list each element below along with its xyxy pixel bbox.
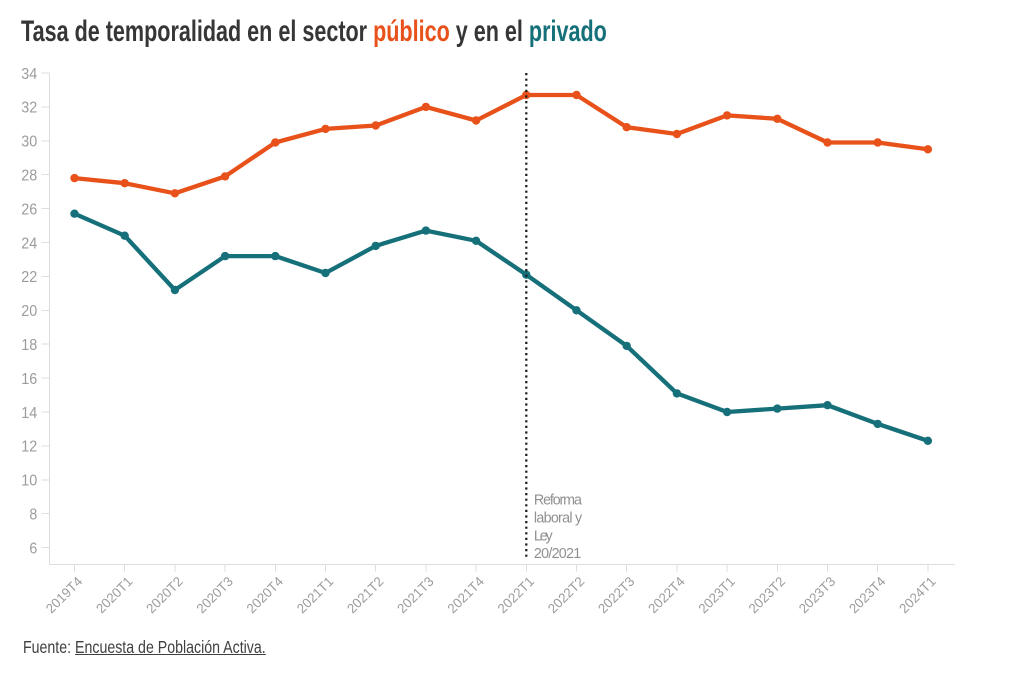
svg-text:2020T1: 2020T1	[93, 574, 135, 616]
svg-text:20/2021: 20/2021	[534, 546, 581, 562]
svg-text:30: 30	[21, 134, 37, 151]
svg-text:20: 20	[21, 303, 37, 320]
svg-text:18: 18	[21, 337, 37, 354]
svg-text:2022T4: 2022T4	[645, 573, 688, 616]
svg-text:24: 24	[21, 235, 37, 252]
svg-text:28: 28	[21, 167, 37, 184]
svg-text:Ley: Ley	[534, 528, 554, 544]
svg-text:16: 16	[21, 371, 37, 388]
svg-text:2022T2: 2022T2	[545, 574, 587, 616]
svg-text:32: 32	[21, 100, 37, 117]
svg-text:6: 6	[29, 540, 37, 557]
svg-text:8: 8	[29, 506, 37, 523]
svg-text:12: 12	[21, 439, 37, 456]
svg-text:2023T2: 2023T2	[746, 574, 788, 616]
svg-text:Reforma: Reforma	[534, 493, 582, 509]
svg-text:2021T2: 2021T2	[344, 574, 386, 616]
svg-text:2022T3: 2022T3	[595, 574, 637, 616]
svg-text:laboral y: laboral y	[534, 510, 583, 526]
svg-text:2020T3: 2020T3	[193, 574, 235, 616]
svg-text:2021T4: 2021T4	[444, 573, 487, 616]
svg-text:2023T4: 2023T4	[846, 573, 889, 616]
svg-text:10: 10	[21, 473, 37, 490]
svg-text:26: 26	[21, 201, 37, 218]
svg-text:2024T1: 2024T1	[896, 574, 938, 616]
svg-text:22: 22	[21, 269, 37, 286]
svg-text:34: 34	[21, 66, 37, 83]
svg-text:2023T3: 2023T3	[796, 574, 838, 616]
svg-text:2019T4: 2019T4	[43, 573, 86, 616]
svg-text:2020T4: 2020T4	[244, 573, 287, 616]
svg-text:2023T1: 2023T1	[695, 574, 737, 616]
svg-text:14: 14	[21, 405, 37, 422]
svg-text:2022T1: 2022T1	[495, 574, 537, 616]
svg-text:2021T3: 2021T3	[394, 574, 436, 616]
svg-text:2021T1: 2021T1	[294, 574, 336, 616]
svg-text:2020T2: 2020T2	[143, 574, 185, 616]
